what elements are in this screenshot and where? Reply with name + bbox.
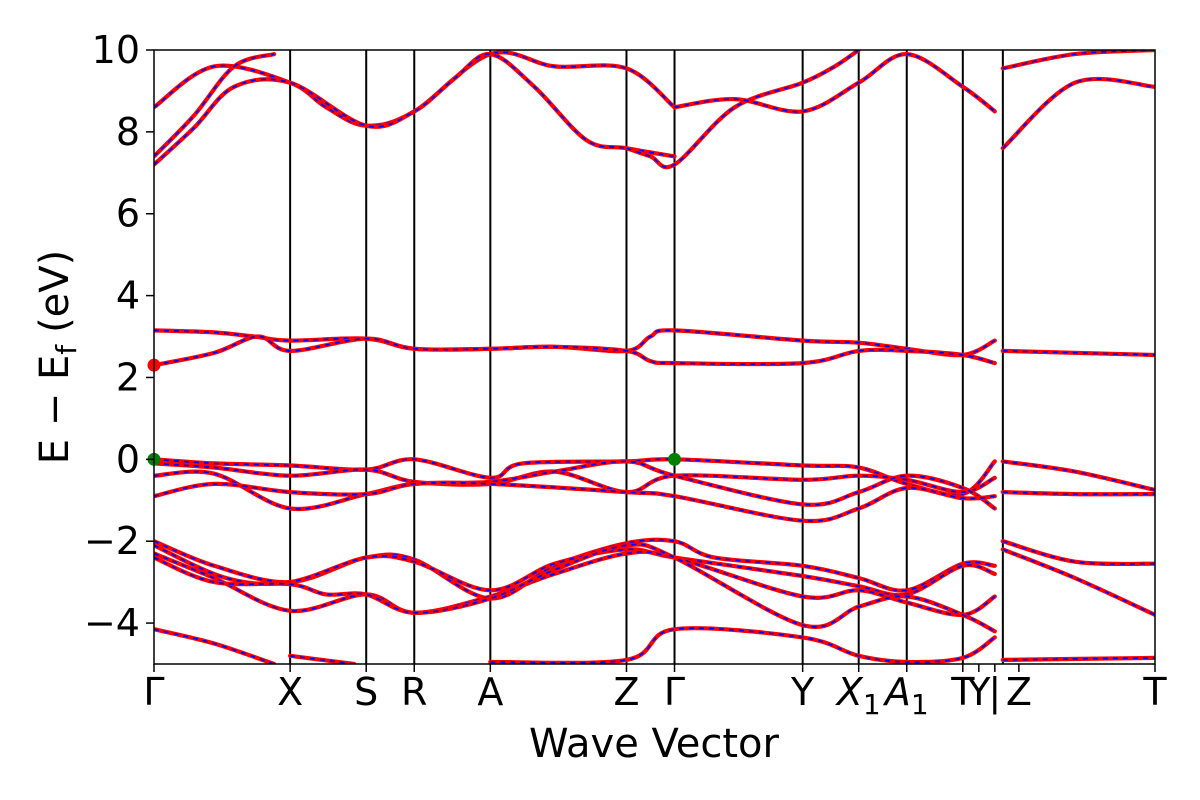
band-21-overlay — [1002, 460, 1155, 491]
y-axis-title-unit: (eV) — [32, 250, 78, 333]
plot-frame — [153, 49, 1156, 665]
band-3-overlay — [626, 50, 860, 169]
x-tick-label-4: A — [477, 670, 503, 714]
x-tick-label-6: Γ — [664, 670, 685, 714]
y-axis-title-subscript: f — [50, 344, 83, 355]
y-ticks: −4 −2 0 2 4 6 8 10 — [84, 28, 154, 645]
x-ticks: Γ X S R A Z Γ Y X1 A1 TY| Z T — [143, 664, 1167, 721]
x-tick-label-7: Y — [790, 670, 815, 714]
band-3 — [624, 50, 861, 170]
x-tick-label-12: | — [988, 670, 1001, 715]
band-18-overlay — [1002, 50, 1155, 70]
band-23 — [1000, 539, 1155, 567]
x-tick-label-9: A1 — [882, 670, 929, 721]
band-19-overlay — [1002, 78, 1155, 149]
band-17-overlay — [490, 627, 996, 664]
band-4-overlay — [674, 53, 996, 113]
band-25-overlay — [1002, 657, 1155, 661]
y-tick-label-5: 6 — [116, 192, 140, 236]
y-axis-title-main: E − E — [32, 355, 78, 465]
y-tick-label-7: 10 — [92, 28, 140, 72]
x-tick-label-0: Γ — [143, 670, 164, 714]
band-15-overlay — [154, 628, 275, 664]
band-lines — [154, 50, 1155, 664]
x-axis-title: Wave Vector — [529, 721, 780, 767]
x-tick-label-13: Z — [1006, 670, 1032, 714]
band-17 — [488, 626, 997, 664]
x-tick-label-11: Y — [966, 670, 991, 714]
band-15 — [154, 627, 277, 664]
x-tick-label-10: T — [950, 670, 975, 714]
x-tick-label-2: S — [354, 670, 378, 714]
band-22-overlay — [1002, 491, 1155, 496]
y-tick-label-3: 2 — [116, 355, 140, 399]
band-18 — [1000, 50, 1155, 71]
y-tick-label-0: −4 — [84, 601, 140, 645]
band-14-overlay — [154, 543, 996, 633]
x-tick-label-5: Z — [613, 670, 639, 714]
band-7-overlay — [154, 458, 996, 496]
extremum-marker-1 — [668, 452, 682, 466]
band-6-overlay — [154, 335, 996, 367]
y-tick-label-2: 0 — [116, 437, 140, 481]
band-4 — [672, 51, 997, 114]
band-2-overlay — [154, 53, 675, 166]
band-9-overlay — [154, 460, 996, 510]
x-tick-label-3: R — [401, 670, 427, 714]
x-tick-label-1: X — [277, 670, 303, 714]
x-tick-label-14: T — [1142, 670, 1167, 714]
band-12-overlay — [154, 544, 996, 597]
y-tick-label-6: 8 — [116, 110, 140, 154]
band-1-overlay — [154, 53, 275, 158]
band-21 — [1000, 459, 1155, 493]
band-10 — [154, 480, 997, 524]
x-tick-label-8: X1 — [835, 670, 881, 721]
band-5-overlay — [154, 329, 996, 357]
band-24 — [1000, 547, 1155, 617]
y-tick-label-1: −2 — [84, 519, 140, 563]
y-axis-title: E − Ef (eV) — [32, 250, 83, 465]
y-tick-label-4: 4 — [116, 274, 140, 318]
band-20-overlay — [1002, 350, 1155, 356]
band-19 — [1000, 76, 1155, 151]
